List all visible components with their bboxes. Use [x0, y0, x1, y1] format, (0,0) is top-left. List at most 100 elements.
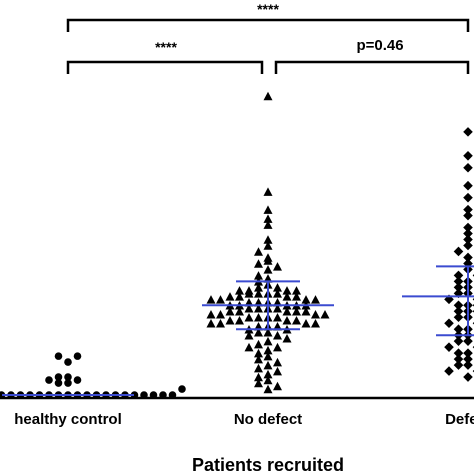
data-point [463, 348, 473, 358]
data-point [453, 246, 464, 257]
data-point [444, 318, 454, 329]
data-point [254, 363, 263, 373]
data-point [216, 310, 225, 319]
data-point [444, 366, 454, 376]
data-point [292, 292, 301, 301]
data-point [453, 312, 464, 323]
x-tick-label: Defect [445, 411, 474, 428]
data-point [263, 91, 273, 101]
data-point [263, 375, 273, 385]
data-point [273, 289, 282, 298]
data-point [453, 360, 464, 370]
data-point [216, 318, 225, 328]
data-point [273, 262, 282, 271]
data-point [453, 276, 464, 287]
data-point [282, 333, 292, 343]
data-point [301, 307, 311, 316]
data-point [311, 295, 320, 304]
data-point [54, 379, 63, 387]
data-point [225, 292, 235, 301]
significance-bracket [66, 18, 470, 32]
data-point [54, 373, 63, 381]
data-point [292, 307, 301, 316]
data-point [463, 252, 473, 263]
data-point [463, 151, 473, 161]
data-point [254, 259, 263, 268]
data-point [254, 339, 263, 349]
data-point [263, 265, 273, 274]
x-tick-label: healthy control [14, 411, 122, 428]
significance-label: **** [155, 39, 177, 55]
data-point [225, 316, 235, 325]
data-point [263, 336, 273, 346]
data-point [244, 289, 254, 298]
data-point [301, 295, 311, 304]
data-point [273, 304, 282, 313]
data-point [453, 348, 464, 358]
significance-bracket [274, 60, 470, 74]
data-point [263, 360, 273, 370]
data-point [244, 342, 254, 352]
data-point [263, 205, 273, 214]
data-point [273, 366, 282, 376]
data-point [273, 330, 282, 340]
data-point [254, 247, 263, 256]
data-points [0, 91, 474, 399]
data-point [273, 283, 282, 292]
significance-bracket [66, 60, 264, 74]
data-point [254, 327, 263, 337]
data-point [254, 304, 263, 313]
data-point [292, 316, 301, 325]
data-point [444, 342, 454, 352]
data-point [254, 372, 263, 382]
significance-brackets: **** **** p=0.46 [66, 1, 470, 74]
data-point [282, 307, 292, 316]
data-point [254, 313, 263, 322]
data-point [463, 354, 473, 364]
data-point [64, 379, 72, 387]
data-point [64, 358, 72, 366]
significance-label: **** [257, 1, 279, 17]
data-point [463, 192, 473, 203]
data-point [263, 214, 273, 223]
data-point [206, 295, 216, 304]
data-point [263, 256, 273, 265]
data-point [263, 345, 273, 355]
data-point [178, 385, 186, 393]
data-point [453, 336, 464, 346]
data-point [463, 336, 473, 346]
data-point [263, 384, 273, 394]
data-point [463, 162, 473, 173]
data-point [320, 310, 330, 319]
data-point [263, 235, 273, 244]
data-point [263, 369, 273, 379]
data-point [282, 316, 292, 325]
data-point [235, 292, 244, 301]
data-point [453, 306, 464, 317]
data-point [54, 352, 63, 360]
data-point [444, 294, 454, 305]
data-point [206, 318, 216, 328]
data-point [463, 360, 473, 370]
data-point [273, 313, 282, 322]
data-point [235, 286, 244, 295]
data-point [263, 351, 273, 361]
data-point [453, 282, 464, 293]
data-point [463, 222, 473, 233]
data-point [206, 310, 216, 319]
data-point [453, 288, 464, 299]
data-point [463, 228, 473, 239]
data-point [263, 187, 273, 196]
x-tick-label: No defect [234, 411, 302, 428]
data-point [254, 289, 263, 298]
data-point [216, 295, 225, 304]
data-point [273, 357, 282, 367]
data-point [263, 220, 273, 229]
x-tick-labels: healthy control No defect Defect [14, 411, 474, 428]
data-point [463, 180, 473, 191]
data-point [73, 376, 82, 384]
data-point [463, 240, 473, 251]
data-point [453, 324, 464, 335]
data-point [45, 376, 53, 384]
